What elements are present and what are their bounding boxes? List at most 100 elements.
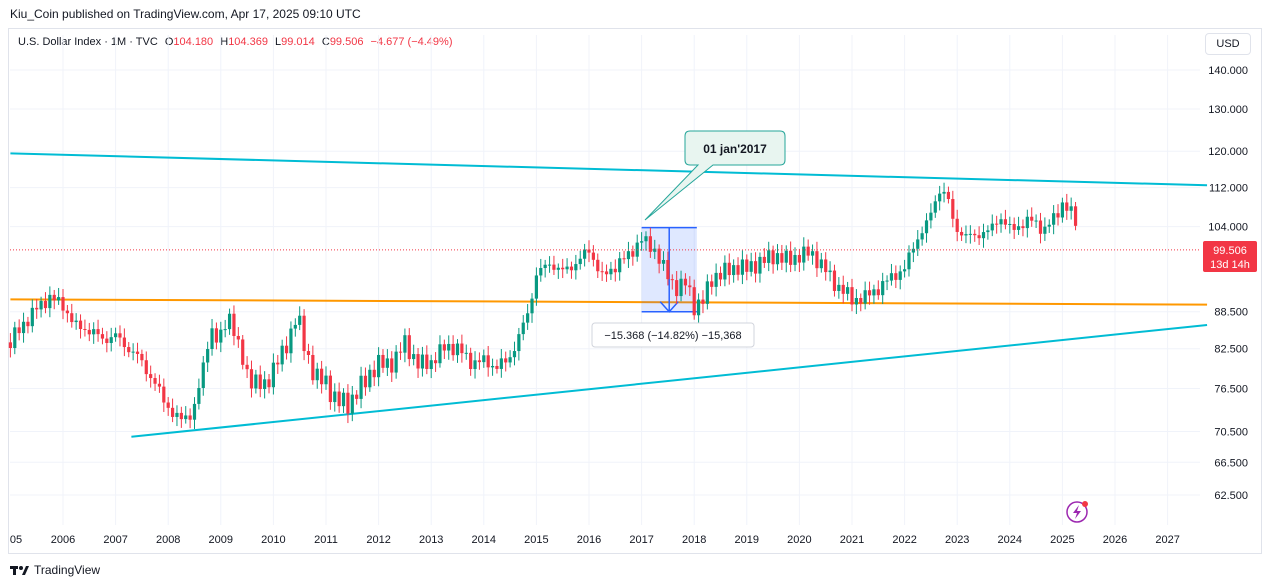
candle-up <box>368 369 372 388</box>
candle-up <box>968 233 972 235</box>
candle-up <box>74 320 78 323</box>
upper-trendline <box>10 152 1208 187</box>
y-tick-label: 70.500 <box>1214 427 1248 439</box>
candle-up <box>802 246 806 263</box>
chart-frame <box>8 28 1262 554</box>
candle-up <box>512 351 517 358</box>
candle-down <box>859 298 863 304</box>
candle-down <box>61 297 65 311</box>
candle-down <box>311 354 315 381</box>
candle-down <box>631 251 635 257</box>
candle-down <box>236 335 240 340</box>
candle-up <box>1034 220 1038 222</box>
candle-down <box>245 364 249 370</box>
candle-down <box>442 344 446 351</box>
candle-down <box>736 265 740 275</box>
candle-down <box>144 360 148 375</box>
candle-down <box>276 362 280 365</box>
candle-up <box>394 351 398 373</box>
candle-up <box>740 259 745 275</box>
candle-up <box>609 268 613 275</box>
candle-up <box>907 252 911 270</box>
candle-down <box>613 268 617 273</box>
candle-up <box>315 368 319 381</box>
candle-up <box>48 294 52 309</box>
candle-up <box>565 266 569 270</box>
price-label-tag: 99.506 13d 14h <box>1203 241 1257 272</box>
candle-up <box>916 239 920 249</box>
candle-down <box>78 320 83 329</box>
candle-down <box>951 199 955 219</box>
candle-up <box>758 256 762 274</box>
drawing-lines <box>10 152 1208 438</box>
candle-down <box>701 299 705 304</box>
x-tick-label: 2010 <box>261 534 285 546</box>
candle-up <box>828 270 832 273</box>
candle-down <box>105 338 109 343</box>
candle-down <box>337 391 341 407</box>
high-value: 104.369 <box>228 36 268 48</box>
candle-down <box>153 378 157 384</box>
candle-up <box>206 349 210 363</box>
candle-up <box>420 354 425 369</box>
candle-down <box>1065 202 1069 211</box>
candle-up <box>574 264 578 271</box>
x-tick-label: 2019 <box>735 534 759 546</box>
candle-up <box>298 315 302 325</box>
candle-down <box>35 307 39 310</box>
symbol-title[interactable]: U.S. Dollar Index · 1M · TVC <box>18 36 158 48</box>
x-tick-label: 2015 <box>524 534 548 546</box>
candle-down <box>1038 220 1043 234</box>
candle-up <box>1069 206 1073 211</box>
candle-down <box>876 289 880 296</box>
candle-down <box>692 287 696 316</box>
callout-annotation[interactable]: 01 jan'2017 <box>644 130 786 221</box>
flash-icon[interactable] <box>1066 501 1088 523</box>
open-label: O <box>164 36 174 48</box>
y-tick-label: 88.500 <box>1214 307 1248 319</box>
candle-down <box>867 290 872 296</box>
candle-up <box>793 254 797 265</box>
candle-up <box>197 387 201 404</box>
x-tick-label: 2009 <box>209 534 233 546</box>
candle-up <box>986 230 990 233</box>
candle-down <box>149 374 153 379</box>
candle-down <box>26 321 30 327</box>
candle-down <box>955 218 959 232</box>
candle-up <box>1043 226 1047 234</box>
footer-brand[interactable]: TradingView <box>10 563 100 577</box>
candle-up <box>881 281 885 296</box>
candle-up <box>184 415 188 420</box>
measure-label: −15.368 (−14.82%) −15,368 <box>604 330 741 342</box>
candle-down <box>43 300 48 309</box>
candle-up <box>464 352 468 354</box>
candle-up <box>618 258 622 273</box>
candle-up <box>455 343 460 356</box>
candle-down <box>657 248 661 264</box>
candle-up <box>863 290 867 304</box>
x-tick-label: 2020 <box>787 534 811 546</box>
candle-down <box>451 343 455 356</box>
candle-down <box>688 285 692 288</box>
candle-down <box>83 328 87 330</box>
y-tick-label: 76.500 <box>1214 383 1248 395</box>
candle-up <box>521 322 525 335</box>
candle-up <box>898 271 902 280</box>
candle-up <box>775 253 780 265</box>
candle-down <box>946 191 951 200</box>
x-tick-label: 2006 <box>51 534 75 546</box>
candle-down <box>1030 216 1034 221</box>
x-tick-label: 2016 <box>577 534 601 546</box>
candle-up <box>938 193 942 202</box>
currency-button[interactable]: USD <box>1205 33 1251 55</box>
candle-up <box>289 328 293 354</box>
candle-up <box>810 251 815 256</box>
candle-up <box>1047 224 1051 227</box>
candle-up <box>412 354 416 360</box>
candle-up <box>13 327 17 349</box>
measure-arrow-head <box>659 301 679 313</box>
candle-down <box>670 279 674 281</box>
candle-down <box>381 354 385 368</box>
price-label-bg <box>1203 241 1257 272</box>
